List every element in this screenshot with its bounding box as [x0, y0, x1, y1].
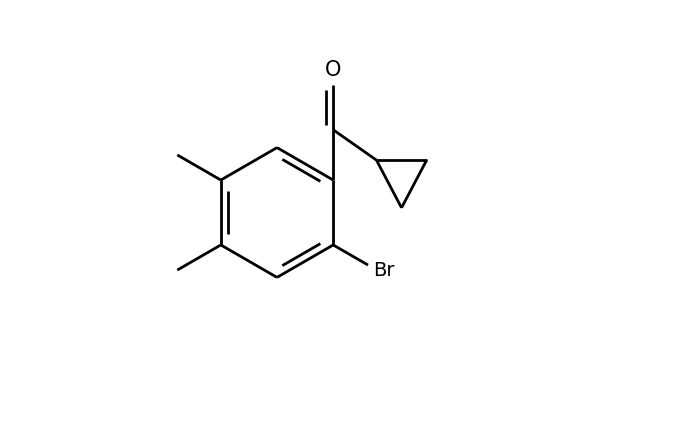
Text: O: O	[325, 60, 341, 80]
Text: Br: Br	[373, 260, 394, 279]
